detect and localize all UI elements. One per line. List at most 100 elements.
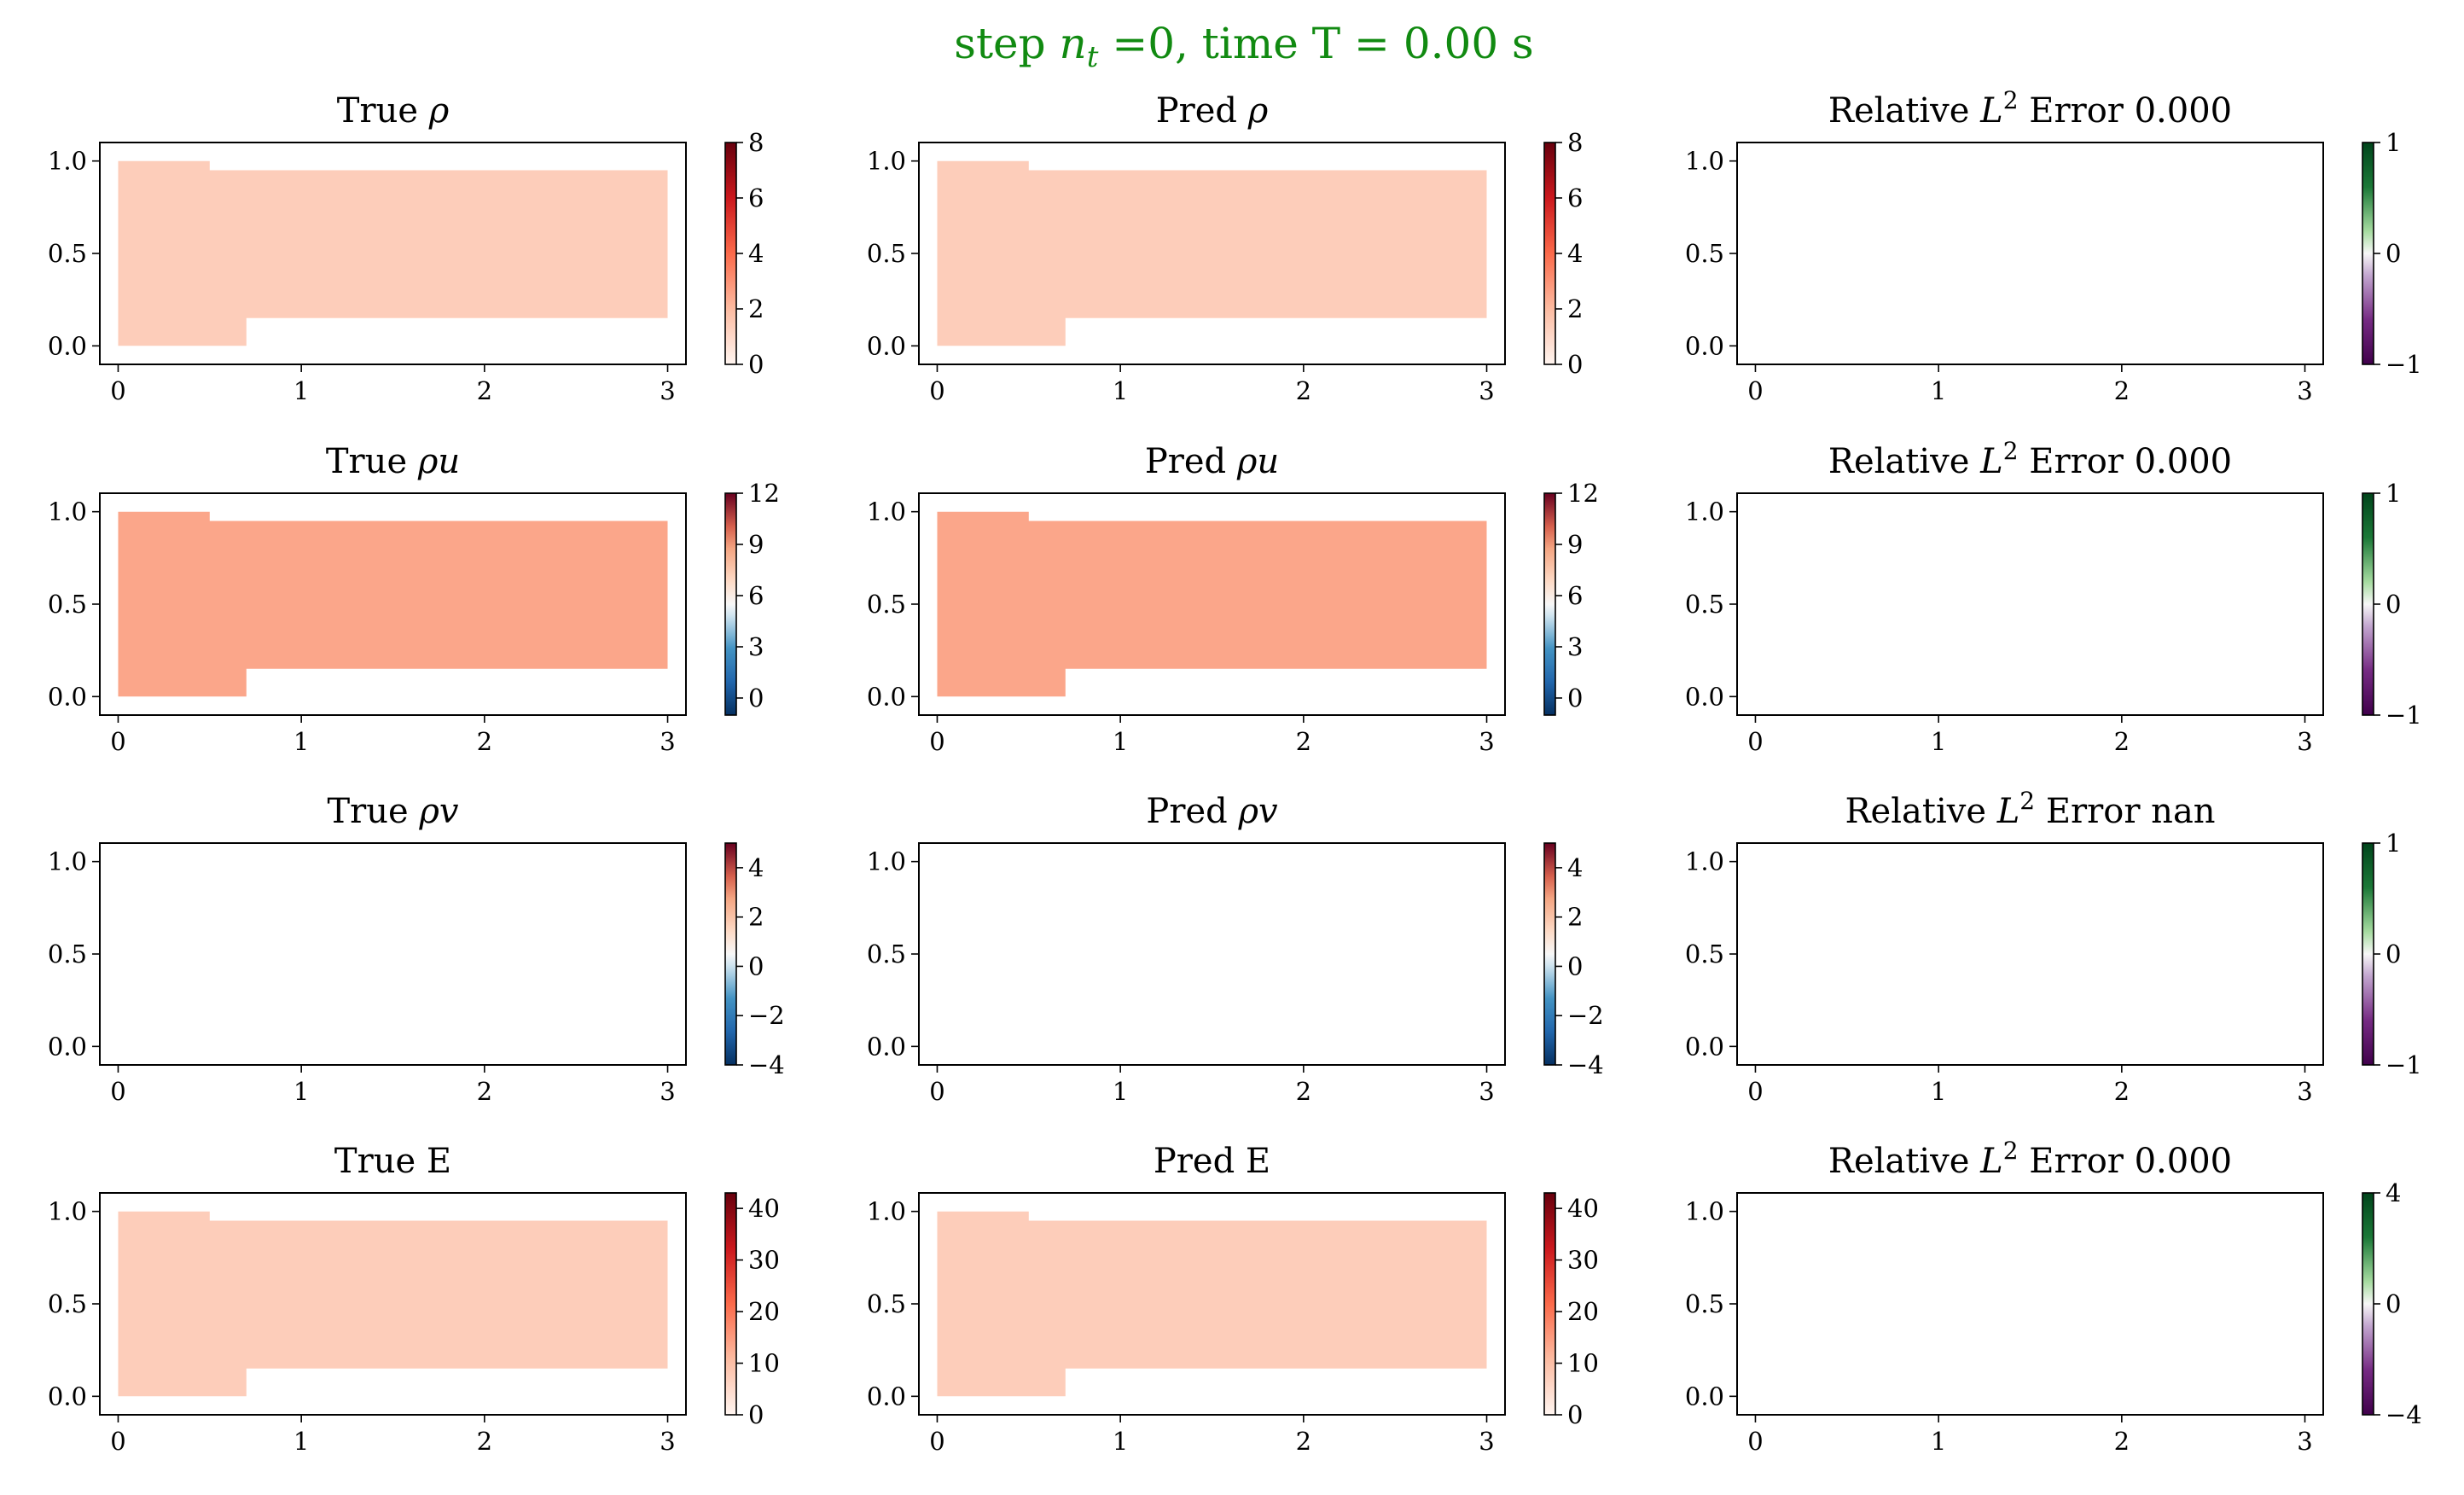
colorbar bbox=[1543, 842, 1556, 1066]
plot-area bbox=[1737, 143, 2323, 364]
panel-title-part: Error 0.000 bbox=[2019, 91, 2233, 131]
y-tick-label: 1.0 bbox=[1685, 1197, 1724, 1226]
panel-title-part: 2 bbox=[2003, 1137, 2019, 1165]
x-tick-label: 2 bbox=[1296, 1077, 1311, 1106]
panel-title: Pred ρ bbox=[1156, 91, 1269, 131]
y-tick-label: 0.5 bbox=[867, 239, 906, 268]
panel-title-part: Pred bbox=[1156, 91, 1248, 131]
panel-title: True E bbox=[334, 1142, 451, 1181]
colorbar-tick-label: 12 bbox=[1567, 479, 1599, 508]
colorbar-tick-label: 12 bbox=[748, 479, 780, 508]
colorbar-tick-label: −1 bbox=[2386, 1050, 2422, 1079]
colorbar-tick-label: −1 bbox=[2386, 350, 2422, 379]
x-tick-label: 3 bbox=[660, 376, 675, 405]
x-tick-label: 3 bbox=[660, 1427, 675, 1456]
panel-title-part: Relative bbox=[1828, 1142, 1980, 1181]
y-tick-label: 0.5 bbox=[1685, 939, 1724, 969]
y-tick-label: 0.5 bbox=[1685, 239, 1724, 268]
field-region bbox=[118, 511, 668, 697]
y-tick-label: 0.0 bbox=[1685, 331, 1724, 360]
panel-7: Pred ρv 0 1 2 3 0.0 0.5 1.0 −4 −2 0 2 4 bbox=[867, 792, 1604, 1106]
x-tick-label: 2 bbox=[477, 376, 492, 405]
colorbar-tick-label: −2 bbox=[1567, 1001, 1604, 1030]
colorbar-tick-label: −2 bbox=[748, 1001, 785, 1030]
panel-title-part: True bbox=[337, 91, 429, 131]
colorbar-tick-label: 6 bbox=[748, 183, 764, 212]
panel-title-part: ρv bbox=[418, 792, 459, 831]
plot-area bbox=[1737, 843, 2323, 1065]
panel-title-part: True bbox=[326, 442, 418, 481]
plot-area bbox=[919, 843, 1505, 1065]
x-tick-label: 2 bbox=[2114, 727, 2130, 756]
colorbar-tick-label: 4 bbox=[748, 239, 764, 268]
x-tick-label: 3 bbox=[2297, 727, 2312, 756]
colorbar bbox=[1543, 492, 1556, 716]
colorbar-tick-label: 0 bbox=[748, 684, 764, 713]
x-tick-label: 1 bbox=[1931, 376, 1946, 405]
x-tick-label: 3 bbox=[660, 1077, 675, 1106]
y-tick-label: 0.5 bbox=[1685, 1289, 1724, 1318]
panel-title: True ρv bbox=[327, 792, 458, 831]
panel-title-part: L bbox=[1996, 792, 2020, 831]
x-tick-label: 2 bbox=[477, 1077, 492, 1106]
panel-9: True E 0 1 2 3 0.0 0.5 1.0 0 10 20 30 40 bbox=[48, 1142, 780, 1456]
panel-title: Pred ρu bbox=[1145, 442, 1279, 481]
x-tick-label: 3 bbox=[1479, 376, 1494, 405]
panel-6: True ρv 0 1 2 3 0.0 0.5 1.0 −4 −2 0 2 4 bbox=[48, 792, 785, 1106]
panel-title-part: 2 bbox=[2003, 437, 2019, 465]
colorbar-tick-label: 1 bbox=[2386, 128, 2401, 157]
y-tick-label: 0.5 bbox=[867, 1289, 906, 1318]
x-tick-label: 3 bbox=[2297, 1077, 2312, 1106]
y-tick-label: 1.0 bbox=[48, 847, 87, 876]
panel-0: True ρ 0 1 2 3 0.0 0.5 1.0 0 2 4 6 8 bbox=[48, 91, 764, 405]
y-tick-label: 0.0 bbox=[1685, 682, 1724, 711]
y-tick-label: 0.5 bbox=[867, 590, 906, 619]
colorbar-tick-label: 4 bbox=[2386, 1178, 2401, 1207]
colorbar-tick-label: 3 bbox=[1567, 632, 1583, 661]
y-tick-label: 1.0 bbox=[48, 497, 87, 526]
x-tick-label: 0 bbox=[110, 1077, 125, 1106]
panel-title-part: ρu bbox=[1236, 442, 1279, 481]
figure-title-suffix: =0, time T = 0.00 s bbox=[1098, 19, 1533, 68]
y-tick-label: 0.5 bbox=[48, 590, 87, 619]
colorbar bbox=[2362, 492, 2374, 716]
figure-title-step-subscript: t bbox=[1087, 40, 1099, 74]
x-tick-label: 1 bbox=[1113, 376, 1128, 405]
colorbar-tick-label: 6 bbox=[1567, 183, 1583, 212]
panel-title: Relative L2 Error 0.000 bbox=[1828, 437, 2232, 481]
colorbar-tick-label: −4 bbox=[1567, 1050, 1604, 1079]
colorbar-tick-label: 0 bbox=[2386, 590, 2401, 619]
x-tick-label: 0 bbox=[1747, 1427, 1763, 1456]
colorbar-tick-label: 6 bbox=[748, 581, 764, 610]
x-tick-label: 3 bbox=[660, 727, 675, 756]
plot-area bbox=[100, 843, 686, 1065]
y-tick-label: 1.0 bbox=[1685, 497, 1724, 526]
y-tick-label: 1.0 bbox=[48, 1197, 87, 1226]
x-tick-label: 0 bbox=[1747, 1077, 1763, 1106]
colorbar-tick-label: 4 bbox=[748, 853, 764, 882]
colorbar-tick-label: 0 bbox=[2386, 239, 2401, 268]
x-tick-label: 1 bbox=[1113, 1077, 1128, 1106]
y-tick-label: 1.0 bbox=[48, 147, 87, 176]
x-tick-label: 0 bbox=[110, 727, 125, 756]
y-tick-label: 1.0 bbox=[867, 497, 906, 526]
x-tick-label: 3 bbox=[1479, 1427, 1494, 1456]
y-tick-label: 0.5 bbox=[48, 239, 87, 268]
y-tick-label: 1.0 bbox=[867, 1197, 906, 1226]
colorbar-tick-label: 10 bbox=[748, 1349, 780, 1378]
colorbar-tick-label: 10 bbox=[1567, 1349, 1599, 1378]
colorbar-tick-label: 8 bbox=[1567, 128, 1583, 157]
colorbar-tick-label: 40 bbox=[748, 1194, 780, 1223]
figure-title-prefix: step bbox=[954, 19, 1059, 68]
panel-title: Relative L2 Error nan bbox=[1845, 787, 2215, 831]
x-tick-label: 1 bbox=[1113, 727, 1128, 756]
x-tick-label: 3 bbox=[1479, 1077, 1494, 1106]
panel-title: Pred ρv bbox=[1146, 792, 1278, 831]
panel-title-part: L bbox=[1979, 91, 2003, 131]
panel-title: True ρ bbox=[337, 91, 450, 131]
